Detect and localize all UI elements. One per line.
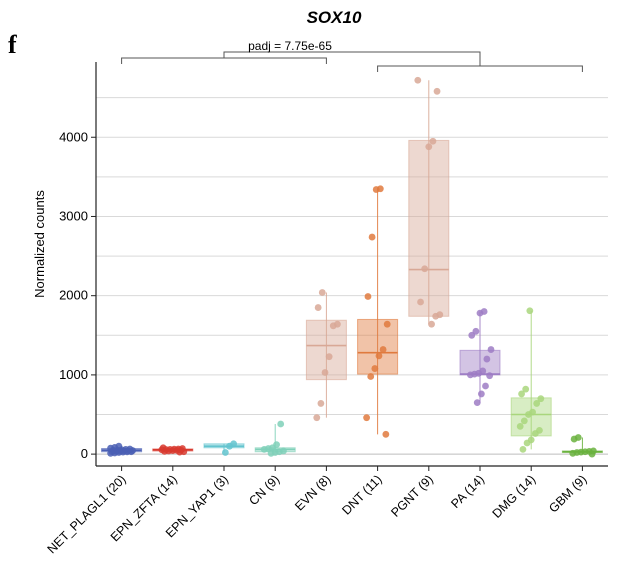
bracket-right [377, 65, 583, 72]
data-point [321, 369, 329, 376]
data-point [518, 390, 525, 398]
data-point [433, 87, 441, 95]
data-point [382, 430, 390, 438]
data-point [317, 400, 325, 407]
y-tick-label: 4000 [59, 129, 88, 144]
data-point [483, 355, 491, 363]
data-point [473, 399, 481, 407]
data-point [516, 422, 524, 430]
data-point [537, 395, 545, 403]
data-point [379, 346, 387, 353]
data-point [527, 436, 535, 444]
data-point [414, 76, 422, 84]
y-tick-label: 0 [81, 446, 88, 461]
y-tick-label: 1000 [59, 367, 88, 382]
data-point [429, 137, 437, 145]
data-point [472, 327, 480, 335]
data-point [363, 414, 370, 422]
data-point [371, 365, 379, 372]
data-point [479, 367, 487, 375]
data-point [536, 426, 543, 434]
y-axis-label: Normalized counts [32, 190, 47, 298]
data-point [334, 320, 341, 328]
data-point [221, 449, 229, 456]
data-point [273, 441, 280, 449]
x-tick-label: PGNT (9) [388, 472, 436, 520]
data-point [529, 408, 536, 416]
data-point [230, 440, 238, 448]
data-point [314, 304, 322, 311]
data-point [159, 444, 167, 452]
box [408, 139, 450, 317]
x-tick-label: CN (9) [246, 472, 282, 508]
data-point [325, 353, 333, 361]
data-point [421, 265, 429, 273]
data-point [533, 400, 541, 407]
data-point [486, 372, 494, 380]
x-tick-label: DMG (14) [490, 472, 539, 521]
bracket-left [121, 57, 327, 64]
data-point [313, 414, 321, 422]
bracket-connector [223, 51, 481, 66]
y-tick-label: 2000 [59, 288, 88, 303]
data-point [179, 445, 186, 452]
data-point [425, 143, 433, 151]
x-tick-label: PA (14) [448, 472, 487, 511]
box [305, 319, 347, 381]
data-point [364, 293, 372, 300]
padj-annotation: padj = 7.75e-65 [248, 39, 332, 53]
data-point [383, 320, 391, 328]
x-tick-label: EVN (8) [292, 472, 333, 513]
data-point [480, 308, 488, 315]
data-point [520, 417, 528, 425]
panel-letter: f [8, 30, 17, 59]
box [357, 318, 399, 375]
data-point [477, 390, 485, 398]
data-point [436, 311, 444, 319]
data-point [574, 434, 582, 441]
data-point [126, 445, 134, 453]
data-point [376, 185, 384, 193]
box [510, 397, 552, 437]
data-point [522, 385, 530, 393]
chart-title: SOX10 [306, 8, 362, 27]
data-point [368, 233, 376, 241]
data-point [526, 307, 534, 315]
data-point [277, 420, 285, 428]
data-point [375, 352, 383, 360]
data-point [318, 289, 326, 296]
data-point [428, 320, 435, 328]
y-tick-label: 3000 [59, 208, 88, 223]
data-point [115, 442, 123, 450]
data-point [417, 298, 424, 306]
data-point [280, 447, 287, 455]
x-tick-label: DNT (11) [339, 472, 384, 517]
data-point [519, 445, 527, 453]
data-point [590, 447, 597, 455]
data-point [367, 373, 375, 380]
x-tick-label: GBM (9) [546, 472, 589, 515]
data-point [487, 346, 495, 353]
data-point [482, 382, 489, 390]
